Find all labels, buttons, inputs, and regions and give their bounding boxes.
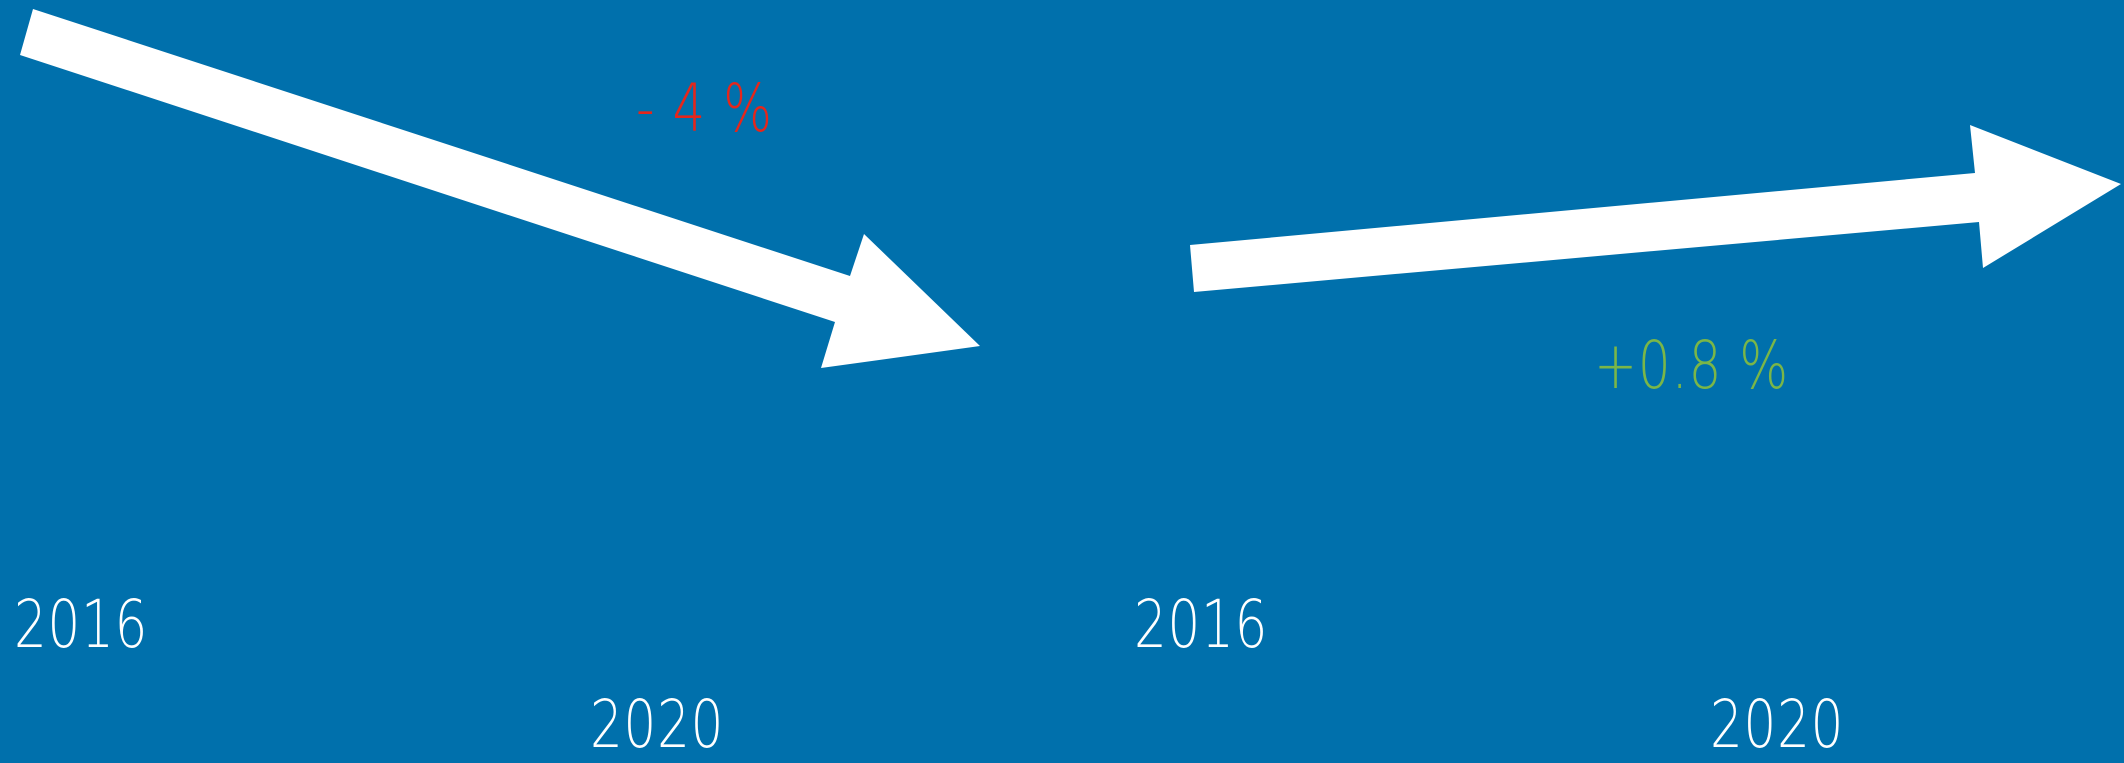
left-start-year: 2016 <box>14 586 149 663</box>
up-trend-arrow <box>1190 125 2121 292</box>
down-trend-arrow <box>20 9 980 368</box>
right-change-label: +0.8 % <box>1594 327 1789 404</box>
left-end-year: 2020 <box>590 686 725 763</box>
right-start-year: 2016 <box>1134 586 1269 663</box>
left-change-label: - 4 % <box>636 70 773 147</box>
right-end-year: 2020 <box>1710 686 1845 763</box>
